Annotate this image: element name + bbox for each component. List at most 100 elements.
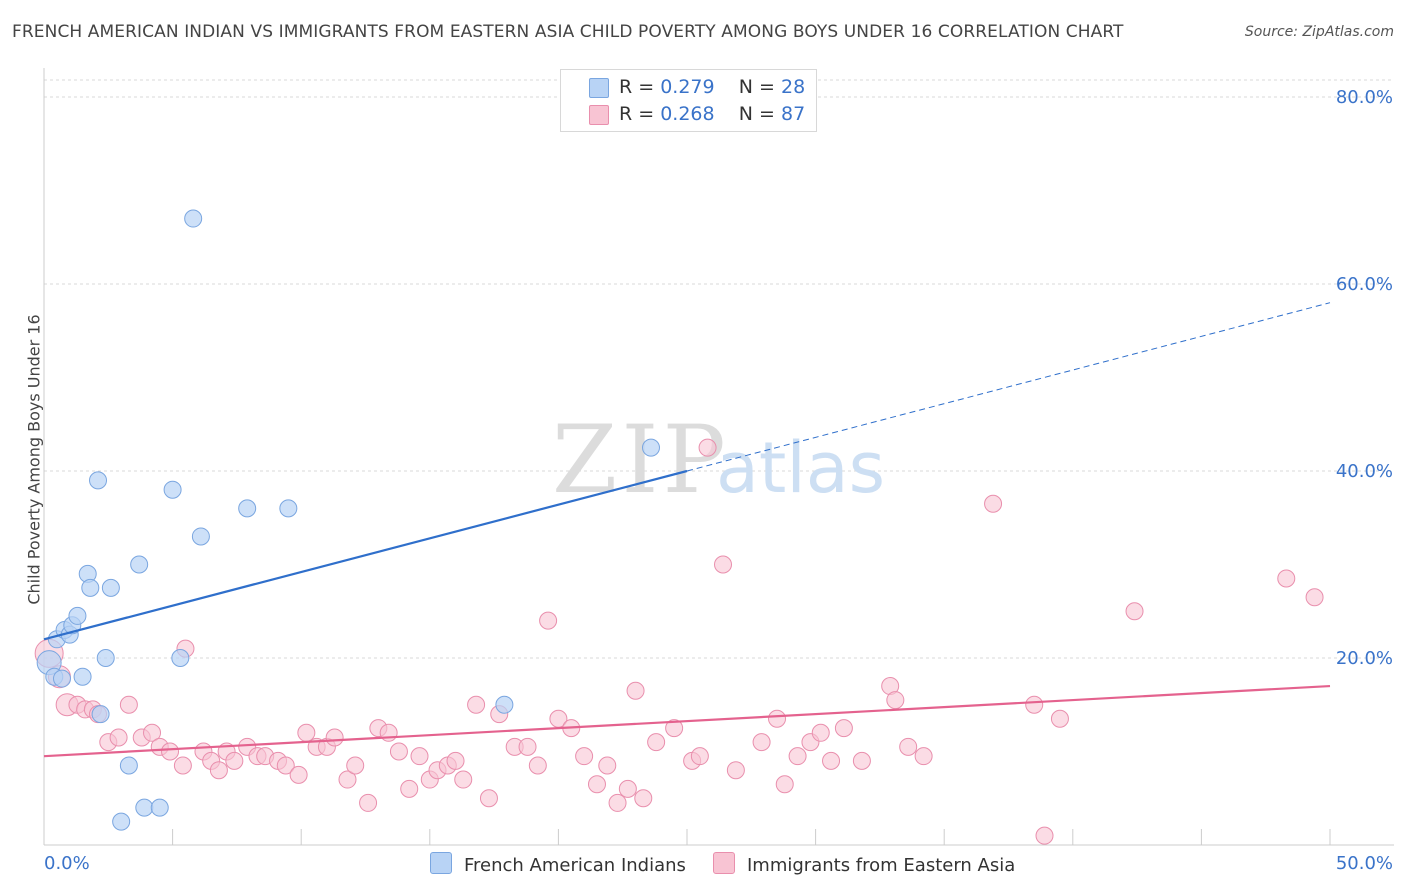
pink-point: [626, 681, 645, 700]
bottom-legend-label-pink: Immigrants from Eastern Asia: [747, 855, 1016, 876]
blue-point: [130, 555, 149, 574]
pink-point: [359, 793, 378, 812]
pink-trend-line: [43, 684, 1331, 758]
blue-point: [641, 438, 660, 457]
bottom-legend-pink: Immigrants from Eastern Asia: [713, 852, 1015, 876]
blue-point: [171, 649, 190, 667]
pink-point: [518, 737, 537, 756]
pink-point: [1277, 569, 1296, 588]
pink-point: [811, 723, 830, 742]
blue-point: [53, 669, 72, 688]
x-tick-label: 50.0%: [1336, 853, 1393, 874]
chart-title: FRENCH AMERICAN INDIAN VS IMMIGRANTS FRO…: [12, 22, 1124, 42]
blue-points: [36, 209, 660, 831]
legend-swatch-blue: [589, 78, 609, 98]
pink-point: [618, 779, 637, 798]
bottom-legend-swatch-blue: [430, 852, 452, 874]
pink-point: [454, 770, 473, 789]
blue-trend-extension: [686, 302, 1331, 472]
pink-point: [467, 695, 486, 714]
pink-point: [834, 719, 853, 738]
blue-point: [495, 695, 514, 714]
pink-point: [289, 765, 308, 784]
pink-point: [984, 494, 1003, 513]
pink-point: [346, 756, 365, 775]
pink-point: [698, 438, 717, 457]
blue-point: [96, 649, 115, 667]
pink-point: [209, 761, 228, 780]
y-tick-label: 60.0%: [1336, 274, 1393, 295]
blue-point: [238, 499, 257, 518]
blue-point: [101, 578, 120, 597]
legend-text-blue: R = 0.279 N = 28: [619, 76, 806, 98]
pink-point: [325, 728, 344, 747]
pink-point: [634, 789, 653, 808]
pink-point: [775, 775, 794, 794]
blue-point: [163, 480, 182, 499]
blue-point: [150, 798, 169, 817]
pink-point: [173, 756, 192, 775]
blue-point: [119, 756, 138, 775]
pink-point: [225, 751, 244, 770]
y-tick-label: 40.0%: [1336, 461, 1393, 482]
blue-point: [73, 667, 92, 686]
pink-point: [161, 742, 180, 761]
pink-point: [726, 761, 745, 780]
pink-point: [647, 733, 666, 752]
blue-point: [191, 527, 210, 546]
source-label: Source: ZipAtlas.com: [1244, 24, 1394, 40]
pink-point: [788, 747, 807, 766]
blue-point: [135, 798, 154, 817]
pink-point: [1050, 709, 1069, 728]
pink-point: [297, 723, 316, 742]
pink-point: [389, 742, 408, 761]
pink-point: [479, 789, 498, 808]
pink-point: [410, 747, 429, 766]
pink-point: [665, 719, 684, 738]
bottom-legend-blue: French American Indians: [430, 852, 686, 876]
pink-point: [143, 723, 162, 742]
y-axis-label-wrap: Child Poverty Among Boys Under 16: [14, 300, 44, 620]
pink-point: [587, 775, 606, 794]
pink-point: [528, 756, 547, 775]
tick-labels: 20.0% 40.0% 60.0% 80.0% 0.0% 50.0%: [44, 87, 1393, 874]
pink-point: [119, 695, 138, 714]
pink-point: [598, 756, 617, 775]
pink-point: [899, 737, 918, 756]
blue-trend-line: [43, 469, 688, 641]
pink-point: [1025, 695, 1044, 714]
watermark-atlas: atlas: [716, 427, 885, 509]
pink-point: [338, 770, 357, 789]
pink-point: [822, 751, 841, 770]
watermark-zip: ZIP: [552, 406, 730, 515]
pink-point: [690, 747, 709, 766]
pink-point: [886, 691, 905, 710]
pink-point: [400, 779, 419, 798]
trend-lines: [43, 302, 1331, 758]
blue-point: [279, 499, 298, 518]
pink-point: [575, 747, 594, 766]
watermark: ZIP atlas: [552, 406, 885, 515]
pink-point: [608, 793, 627, 812]
pink-point: [1305, 588, 1324, 607]
pink-point: [1035, 826, 1054, 845]
axes: [43, 68, 1394, 846]
pink-point: [109, 728, 128, 747]
y-axis-label: Child Poverty Among Boys Under 16: [24, 314, 44, 605]
pink-point: [768, 709, 787, 728]
pink-point: [714, 555, 733, 574]
blue-point: [91, 705, 110, 724]
pink-point: [276, 756, 295, 775]
pink-point: [752, 733, 771, 752]
y-tick-label: 20.0%: [1336, 648, 1393, 669]
blue-point: [184, 209, 203, 228]
blue-point: [112, 812, 131, 831]
blue-point: [89, 471, 108, 490]
correlation-legend: R = 0.279 N = 28 R = 0.268 N = 87: [560, 69, 817, 132]
bottom-legend-label-blue: French American Indians: [464, 855, 686, 876]
pink-point: [539, 611, 558, 630]
legend-text-pink: R = 0.268 N = 87: [619, 103, 806, 125]
legend-swatch-pink: [589, 105, 609, 125]
x-tick-label: 0.0%: [44, 853, 90, 874]
